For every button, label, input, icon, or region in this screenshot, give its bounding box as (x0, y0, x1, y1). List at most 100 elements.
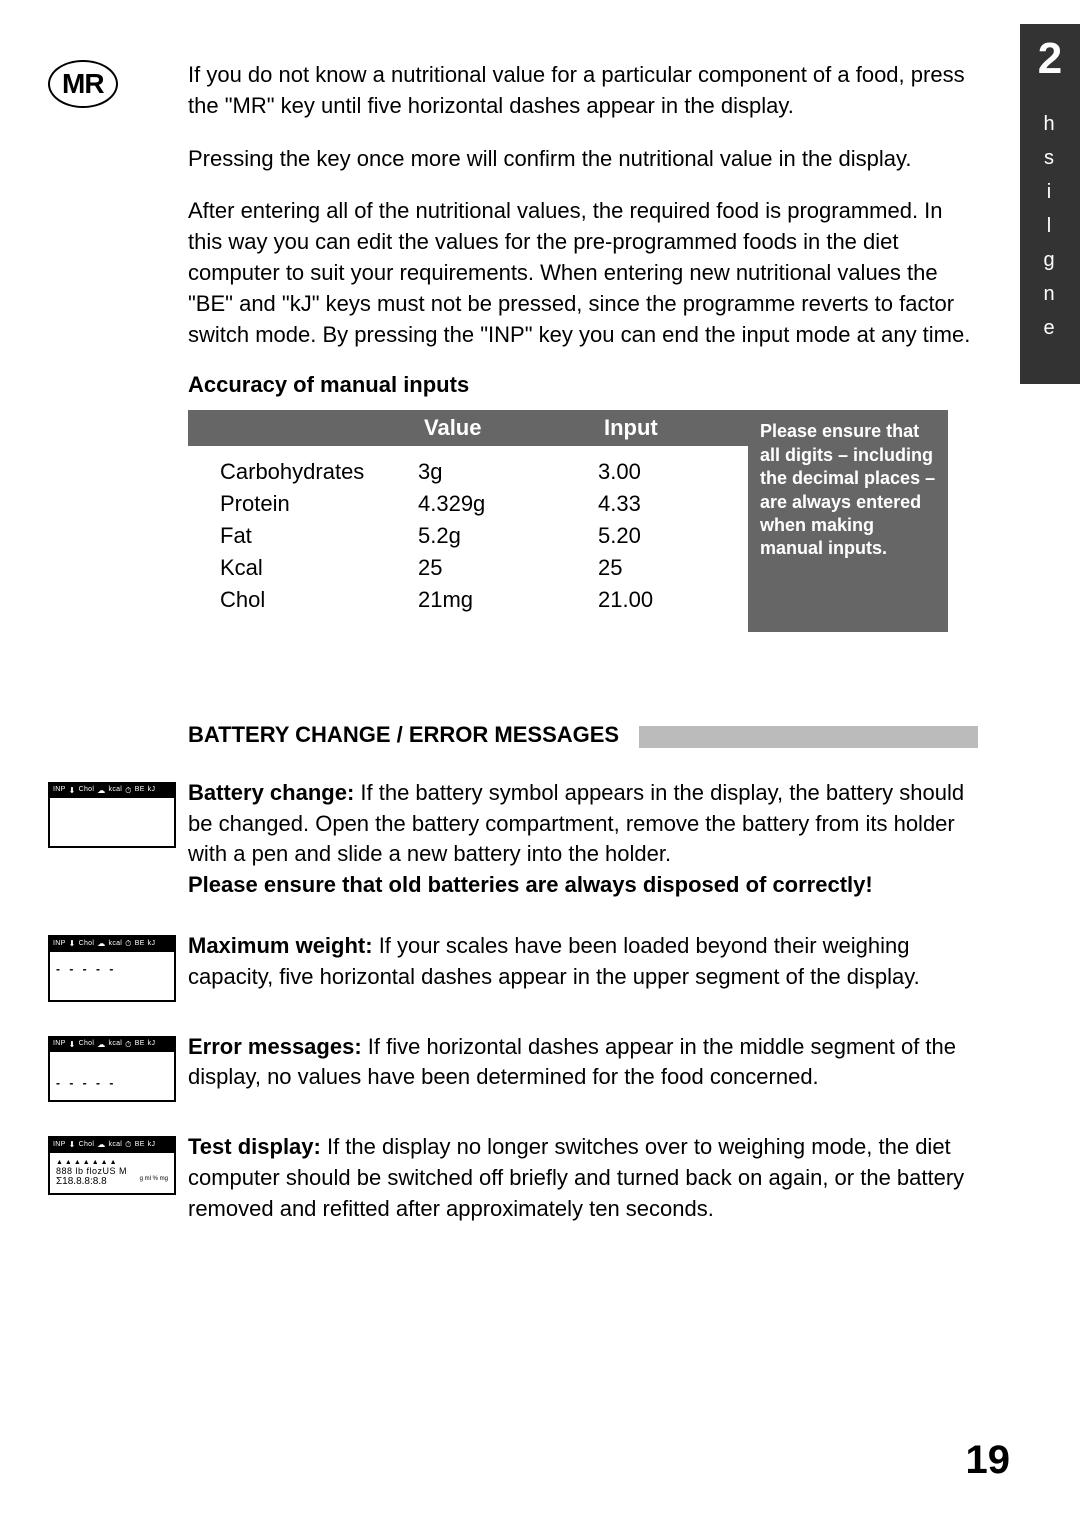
table-row: Kcal2525 (220, 552, 748, 584)
main-text-column: If you do not know a nutritional value f… (188, 60, 978, 632)
lcd-label: ☁ (97, 1040, 105, 1050)
intro-paragraph-1: If you do not know a nutritional value f… (188, 60, 978, 122)
accuracy-title: Accuracy of manual inputs (188, 372, 978, 398)
lcd-test-line2: 888 lb flozUS M (56, 1166, 168, 1176)
lcd-top-labels: INP ⬇ Chol ☁ kcal ⏱ BE kJ (50, 784, 174, 799)
cell-value: 3g (418, 456, 598, 488)
lcd-label: Chol (79, 1141, 95, 1149)
lcd-label: kJ (148, 1040, 156, 1048)
page-number: 19 (966, 1438, 1011, 1483)
lcd-label: ⏱ (125, 939, 132, 949)
error-messages-lead: Error messages: (188, 1034, 362, 1059)
table-row: Fat5.2g5.20 (220, 520, 748, 552)
lcd-label: BE (135, 1040, 145, 1048)
table-body: Carbohydrates3g3.00 Protein4.329g4.33 Fa… (188, 446, 748, 631)
lcd-label: kcal (109, 1040, 123, 1048)
lcd-body-test: ▲▲▲▲▲▲▲ 888 lb flozUS M Σ18.8.8:8.8 g ml… (50, 1153, 174, 1193)
intro-paragraph-3: After entering all of the nutritional va… (188, 196, 978, 350)
table-row: Chol21mg21.00 (220, 584, 748, 616)
battery-change-lead: Battery change: (188, 780, 354, 805)
battery-change-text: Battery change: If the battery symbol ap… (188, 778, 978, 901)
lang-letter: i (1047, 182, 1053, 202)
cell-value: 4.329g (418, 488, 598, 520)
lang-letter: h (1043, 114, 1056, 134)
lcd-test-units: g ml % mg (140, 1176, 168, 1187)
lcd-label: Chol (79, 786, 95, 794)
cell-value: 25 (418, 552, 598, 584)
lcd-label: ⬇ (69, 786, 76, 796)
lcd-label: kJ (148, 940, 156, 948)
lcd-label: ⬇ (69, 1040, 76, 1050)
test-display-row: INP ⬇ Chol ☁ kcal ⏱ BE kJ ▲▲▲▲▲▲▲ 888 lb… (48, 1132, 978, 1224)
lcd-label: INP (53, 786, 66, 794)
lcd-test-line3: Σ18.8.8:8.8 g ml % mg (56, 1176, 168, 1187)
cell-value: 21mg (418, 584, 598, 616)
accuracy-table-block: Value Input Carbohydrates3g3.00 Protein4… (188, 410, 978, 631)
test-display-lead: Test display: (188, 1134, 321, 1159)
lcd-dashes-middle: - - - - - (56, 1076, 168, 1090)
battery-heading: BATTERY CHANGE / ERROR MESSAGES (188, 722, 619, 748)
cell-input: 5.20 (598, 520, 748, 552)
lcd-label: kJ (148, 1141, 156, 1149)
table-header-input: Input (598, 415, 748, 441)
cell-input: 25 (598, 552, 748, 584)
lcd-label: ☁ (97, 786, 105, 796)
max-weight-text: Maximum weight: If your scales have been… (188, 931, 978, 1002)
cell-input: 4.33 (598, 488, 748, 520)
lang-letter: s (1044, 148, 1056, 168)
section-tab: 2 e n g l i s h (1020, 24, 1080, 384)
intro-paragraph-2: Pressing the key once more will confirm … (188, 144, 978, 175)
section-number: 2 (1020, 34, 1080, 84)
error-messages-text: Error messages: If five horizontal dashe… (188, 1032, 978, 1103)
battery-disposal-note: Please ensure that old batteries are alw… (188, 872, 873, 897)
lcd-error-icon: INP ⬇ Chol ☁ kcal ⏱ BE kJ - - - - - (48, 1036, 176, 1103)
cell-name: Protein (220, 488, 418, 520)
battery-symbol-icon (152, 800, 166, 807)
accuracy-side-note: Please ensure that all digits – includin… (748, 410, 948, 631)
accuracy-table: Value Input Carbohydrates3g3.00 Protein4… (188, 410, 748, 631)
lang-letter: g (1043, 250, 1056, 270)
lcd-label: INP (53, 1040, 66, 1048)
error-messages-row: INP ⬇ Chol ☁ kcal ⏱ BE kJ - - - - - (48, 1032, 978, 1103)
cell-name: Kcal (220, 552, 418, 584)
cell-input: 3.00 (598, 456, 748, 488)
lang-letter: e (1043, 318, 1056, 338)
lcd-label: ☁ (97, 1140, 105, 1150)
lcd-label: kcal (109, 1141, 123, 1149)
lcd-test-sigma: Σ18.8.8:8.8 (56, 1176, 107, 1187)
lcd-top-labels: INP ⬇ Chol ☁ kcal ⏱ BE kJ (50, 937, 174, 952)
table-header-row: Value Input (188, 410, 748, 446)
mr-key-icon: MR (48, 60, 118, 108)
lcd-test-triangles: ▲▲▲▲▲▲▲ (56, 1159, 168, 1166)
test-display-text: Test display: If the display no longer s… (188, 1132, 978, 1224)
lcd-test-icon: INP ⬇ Chol ☁ kcal ⏱ BE kJ ▲▲▲▲▲▲▲ 888 lb… (48, 1136, 176, 1195)
lcd-body-middle-dashes: - - - - - (50, 1052, 174, 1100)
lcd-label: ⬇ (69, 1140, 76, 1150)
cell-input: 21.00 (598, 584, 748, 616)
lcd-dashes-upper: - - - - - (56, 962, 168, 976)
battery-heading-row: BATTERY CHANGE / ERROR MESSAGES (188, 722, 978, 748)
lcd-label: ⬇ (69, 939, 76, 949)
lang-letter: l (1047, 216, 1053, 236)
lcd-label: Chol (79, 1040, 95, 1048)
lcd-label: ⏱ (125, 1140, 132, 1150)
max-weight-row: INP ⬇ Chol ☁ kcal ⏱ BE kJ - - - - - (48, 931, 978, 1002)
lcd-battery-icon: INP ⬇ Chol ☁ kcal ⏱ BE kJ (48, 782, 176, 849)
lcd-label: kcal (109, 940, 123, 948)
cell-name: Chol (220, 584, 418, 616)
lcd-label: kcal (109, 786, 123, 794)
lcd-maxweight-icon: INP ⬇ Chol ☁ kcal ⏱ BE kJ - - - - - (48, 935, 176, 1002)
lcd-label: kJ (148, 786, 156, 794)
heading-divider (639, 726, 978, 748)
lcd-label: Chol (79, 940, 95, 948)
lcd-label: BE (135, 1141, 145, 1149)
margin-icon-column: MR (48, 60, 188, 108)
table-row: Carbohydrates3g3.00 (220, 456, 748, 488)
table-header-value: Value (418, 415, 598, 441)
lcd-body-upper-dashes: - - - - - (50, 952, 174, 1000)
lcd-label: INP (53, 940, 66, 948)
lang-letter: n (1043, 284, 1056, 304)
max-weight-lead: Maximum weight: (188, 933, 373, 958)
lcd-top-labels: INP ⬇ Chol ☁ kcal ⏱ BE kJ (50, 1038, 174, 1053)
lcd-label: INP (53, 1141, 66, 1149)
